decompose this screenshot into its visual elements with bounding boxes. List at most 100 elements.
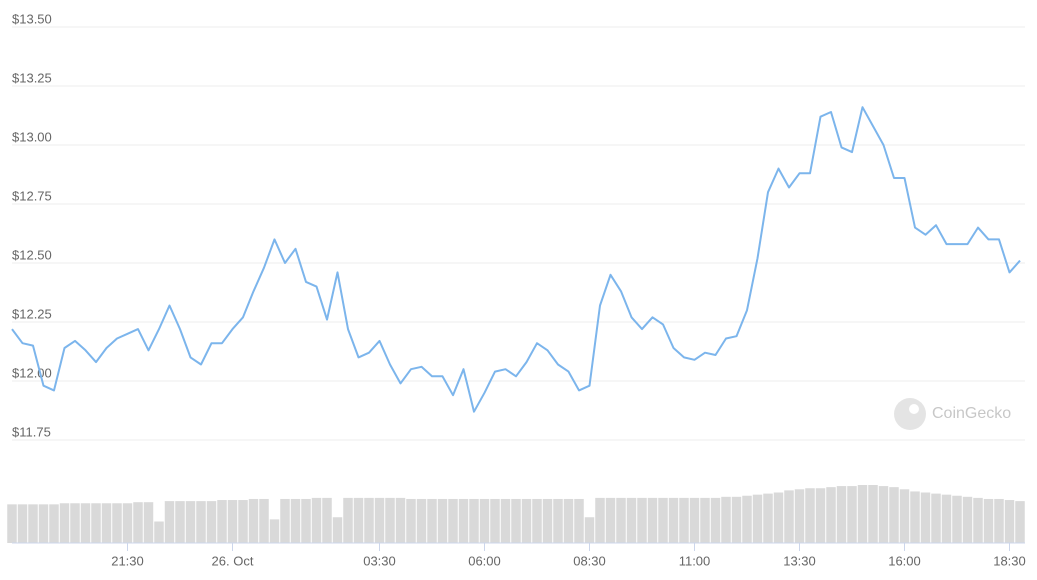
volume-bar <box>742 495 752 543</box>
volume-bar <box>941 494 952 543</box>
volume-bar <box>112 503 122 543</box>
volume-bar <box>1015 501 1025 543</box>
watermark-logo-eye <box>909 404 919 414</box>
volume-bar <box>553 498 563 543</box>
volume-bar <box>238 500 248 543</box>
volume-bar <box>679 497 689 543</box>
volume-bar <box>952 495 962 543</box>
volume-bar <box>133 502 143 543</box>
volume-bar <box>332 517 343 543</box>
x-tick-label: 18:30 <box>993 553 1026 568</box>
volume-bar <box>395 497 406 543</box>
volume-bar <box>70 503 80 543</box>
volume-bar <box>154 521 164 543</box>
volume-bar <box>7 504 17 543</box>
volume-bar <box>763 493 773 543</box>
x-tick-label: 11:00 <box>679 553 711 568</box>
volume-bar <box>353 497 364 543</box>
volume-bar <box>637 497 647 543</box>
volume-bar <box>164 501 175 543</box>
volume-bar <box>826 487 836 543</box>
volume-bar <box>17 504 28 543</box>
volume-bar <box>469 498 479 543</box>
volume-bar <box>721 496 731 543</box>
grid <box>12 26 1025 441</box>
volume-bar <box>626 497 637 543</box>
volume-bar <box>836 486 847 543</box>
y-tick-label: $12.25 <box>12 306 52 321</box>
volume-bar <box>448 498 458 543</box>
x-tick-label: 26. Oct <box>212 553 254 568</box>
volume-bar <box>374 497 385 543</box>
volume-bar <box>49 504 59 543</box>
volume-bar <box>647 497 658 543</box>
watermark: CoinGecko <box>894 398 1011 430</box>
volume-bar <box>143 502 154 543</box>
volume-bar <box>542 498 553 543</box>
volume-bar <box>175 501 185 543</box>
y-tick-label: $13.00 <box>12 129 52 144</box>
x-tick-label: 13:30 <box>783 553 816 568</box>
y-tick-label: $13.25 <box>12 70 52 85</box>
volume-bar <box>206 501 217 543</box>
volume-bar <box>322 497 332 543</box>
volume-bar <box>248 498 259 543</box>
volume-bar <box>458 498 469 543</box>
volume-bar <box>290 498 301 543</box>
volume-bar <box>668 497 679 543</box>
volume-bar <box>805 488 815 543</box>
x-tick-label: 03:30 <box>363 553 396 568</box>
volume-bar <box>658 497 668 543</box>
y-tick-label: $12.75 <box>12 188 52 203</box>
volume-bar <box>973 497 983 543</box>
volume-bar <box>427 498 437 543</box>
watermark-logo <box>894 398 926 430</box>
volume-bar <box>416 498 427 543</box>
volume-bar <box>773 492 784 543</box>
volume-bar <box>710 497 721 543</box>
volume-bar <box>857 485 868 543</box>
volume-bar <box>185 501 196 543</box>
volume-bar <box>920 492 931 543</box>
volume-bar <box>616 497 626 543</box>
volume-bar <box>343 497 353 543</box>
y-tick-label: $13.50 <box>12 11 52 26</box>
volume-bar <box>910 491 920 543</box>
volume-bar <box>479 498 490 543</box>
volume-bar <box>91 503 101 543</box>
volume-bar <box>574 498 584 543</box>
volume-bar <box>868 485 878 543</box>
volume-bar <box>899 489 910 543</box>
volume-bar <box>28 504 38 543</box>
volume-bar <box>437 498 448 543</box>
volume-bar <box>80 503 91 543</box>
x-tick-label: 21:30 <box>111 553 144 568</box>
y-tick-label: $12.50 <box>12 247 52 262</box>
volume-bar <box>731 496 742 543</box>
price-line <box>11 106 1021 413</box>
volume-bar <box>878 486 889 543</box>
volume-bar <box>563 498 574 543</box>
volume-bar <box>122 503 133 543</box>
x-tick-label: 08:30 <box>573 553 606 568</box>
volume-bar <box>794 489 805 543</box>
volume-bar <box>364 497 374 543</box>
volume-bar <box>38 504 49 543</box>
volume-bar <box>700 497 710 543</box>
volume-bar <box>406 498 416 543</box>
volume-bar <box>59 503 70 543</box>
volume-bar <box>269 519 280 543</box>
volume-bar <box>532 498 542 543</box>
x-tick-label: 16:00 <box>888 553 921 568</box>
volume-bar <box>605 497 616 543</box>
volume-bar <box>983 498 994 543</box>
volume-bar <box>500 498 511 543</box>
volume-bar <box>931 493 941 543</box>
watermark-text: CoinGecko <box>932 405 1011 422</box>
volume-bar <box>521 498 532 543</box>
volume-bar <box>847 486 857 543</box>
volume-bar <box>101 503 112 543</box>
volume-bar <box>815 488 826 543</box>
volume-bar <box>1004 500 1015 543</box>
volume-bar <box>217 500 227 543</box>
